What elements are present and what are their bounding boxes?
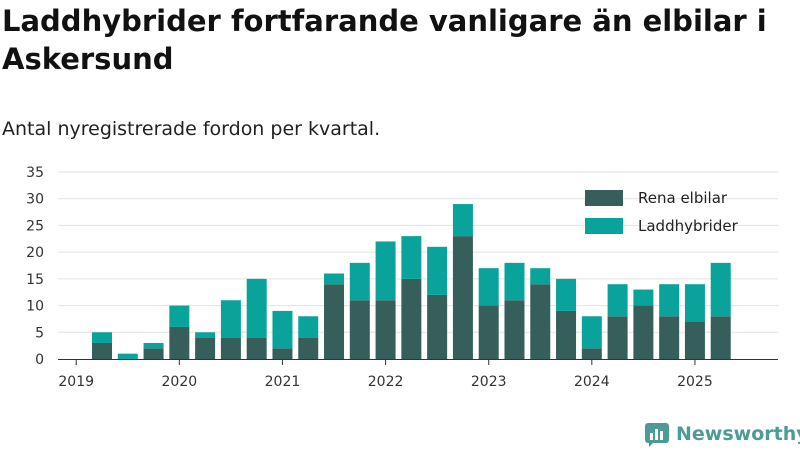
bar-rena-elbilar [710,316,731,359]
bar-laddhybrider [220,300,241,338]
bar-rena-elbilar [169,326,190,359]
bar-laddhybrider [143,342,164,349]
bar-laddhybrider [401,236,422,279]
bar-rena-elbilar [478,305,499,359]
bar-laddhybrider [195,332,216,338]
bar-laddhybrider [581,316,602,349]
bar-laddhybrider [607,284,628,317]
bar-rena-elbilar [246,337,267,359]
newsworthy-logo-icon [645,423,669,447]
x-tick-label: 2023 [471,374,507,390]
legend-label: Laddhybrider [638,217,739,235]
bar-laddhybrider [246,278,267,338]
bar-rena-elbilar [530,284,551,359]
bar-laddhybrider [169,305,190,327]
bar-rena-elbilar [452,236,473,359]
y-tick-label: 25 [26,218,44,234]
bar-rena-elbilar [684,321,705,359]
bar-rena-elbilar [427,294,448,359]
bar-rena-elbilar [324,284,345,359]
legend-swatch [585,190,623,206]
x-tick-label: 2019 [58,374,94,390]
chart-title: Laddhybrider fortfarande vanligare än el… [2,4,767,76]
bar-rena-elbilar [195,337,216,359]
bar-rena-elbilar [92,342,112,359]
bars [92,204,731,359]
y-tick-label: 10 [26,299,44,315]
bar-laddhybrider [272,310,293,349]
bar-rena-elbilar [272,348,293,359]
bar-rena-elbilar [143,348,164,359]
bar-rena-elbilar [349,300,370,359]
bar-laddhybrider [375,241,396,301]
bar-laddhybrider [633,289,654,306]
y-tick-label: 35 [26,165,44,181]
chart-subtitle: Antal nyregistrerade fordon per kvartal. [2,118,381,140]
bar-laddhybrider [684,284,705,322]
y-tick-label: 15 [26,272,44,288]
brand-name: Newsworthy [676,423,800,445]
bar-rena-elbilar [607,316,628,359]
x-tick-label: 2022 [368,374,404,390]
bar-rena-elbilar [659,316,680,359]
bar-laddhybrider [452,204,473,237]
x-tick-label: 2021 [265,374,301,390]
bar-rena-elbilar [298,337,319,359]
x-tick-label: 2024 [574,374,610,390]
legend: Rena elbilar Laddhybrider [585,189,739,235]
bar-rena-elbilar [375,300,396,359]
bar-laddhybrider [349,262,370,301]
legend-label: Rena elbilar [638,189,728,207]
bar-rena-elbilar [581,348,602,359]
y-tick-label: 5 [35,325,44,341]
x-tick-label: 2025 [677,374,713,390]
bar-laddhybrider [710,262,731,317]
bar-laddhybrider [298,316,319,338]
x-axis: 2019 2020 2021 2022 2023 2024 2025 [58,359,778,390]
bar-rena-elbilar [556,310,577,359]
bar-laddhybrider [504,262,525,301]
y-tick-label: 30 [26,192,44,208]
bar-laddhybrider [92,332,112,343]
legend-swatch [585,218,623,234]
y-tick-label: 0 [35,352,44,368]
bar-laddhybrider [117,353,138,359]
bar-laddhybrider [427,246,448,295]
bar-rena-elbilar [633,305,654,359]
bar-laddhybrider [556,278,577,311]
bar-laddhybrider [659,284,680,317]
bar-laddhybrider [530,268,551,285]
bar-rena-elbilar [220,337,241,359]
bar-rena-elbilar [401,278,422,359]
bar-laddhybrider [324,273,345,285]
y-axis-ticks: 0 5 10 15 20 25 30 35 [26,165,44,368]
x-tick-label: 2020 [162,374,198,390]
bar-rena-elbilar [504,300,525,359]
brand-logo: Newsworthy [644,420,800,448]
y-tick-label: 20 [26,245,44,261]
bar-laddhybrider [478,268,499,306]
